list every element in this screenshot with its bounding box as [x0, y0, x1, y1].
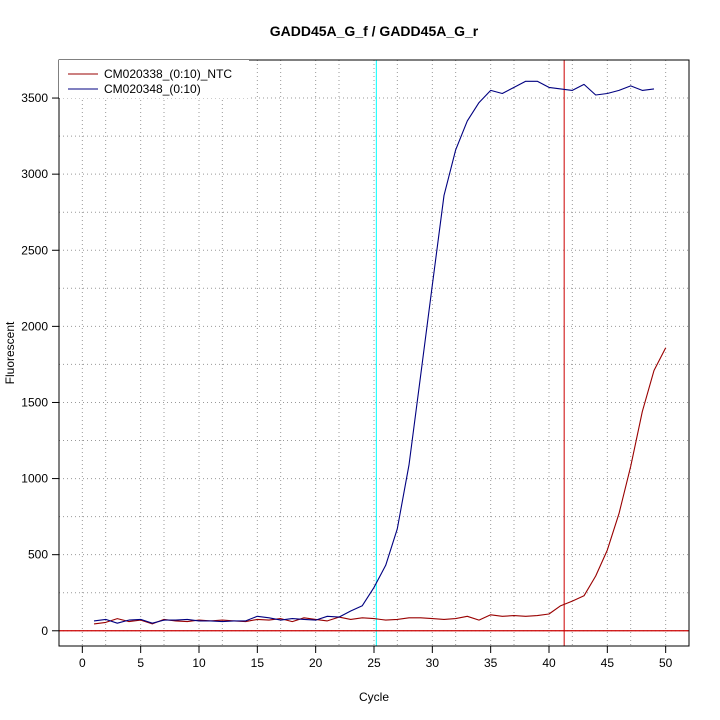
x-tick-label: 35: [484, 656, 498, 670]
x-tick-label: 45: [601, 656, 615, 670]
chart-title: GADD45A_G_f / GADD45A_G_r: [270, 23, 479, 39]
y-tick-label: 1500: [21, 395, 48, 409]
x-tick-label: 30: [426, 656, 440, 670]
x-tick-label: 0: [79, 656, 86, 670]
y-tick-label: 3000: [21, 167, 48, 181]
x-tick-label: 25: [367, 656, 381, 670]
x-tick-label: 20: [309, 656, 323, 670]
axes: 0 5 10 15 20 25 30 35 40 45 5005001000150020002500…: [21, 91, 672, 670]
y-tick-label: 1000: [21, 472, 48, 486]
x-tick-label: 50: [659, 656, 673, 670]
y-tick-label: 3500: [21, 91, 48, 105]
reference-lines: [59, 60, 689, 646]
series: [93, 80, 667, 625]
x-tick-label: 10: [192, 656, 206, 670]
y-tick-label: 2000: [21, 319, 48, 333]
y-tick-label: 2500: [21, 243, 48, 257]
x-tick-label: 15: [251, 656, 265, 670]
x-tick-label: 5: [137, 656, 144, 670]
x-tick-label: 40: [542, 656, 556, 670]
y-tick-label: 0: [41, 624, 48, 638]
legend-box: [59, 60, 249, 98]
x-axis-label: Cycle: [359, 690, 389, 704]
y-axis-label: Fluorescent: [3, 321, 17, 384]
series-line-1: [93, 80, 655, 624]
legend-label-sample: CM020348_(0:10): [104, 82, 201, 96]
series-line-0: [93, 347, 667, 625]
y-tick-label: 500: [28, 548, 48, 562]
legend-label-ntc: CM020338_(0:10)_NTC: [104, 67, 232, 81]
legend: CM020338_(0:10)_NTC CM020348_(0:10): [59, 60, 249, 98]
